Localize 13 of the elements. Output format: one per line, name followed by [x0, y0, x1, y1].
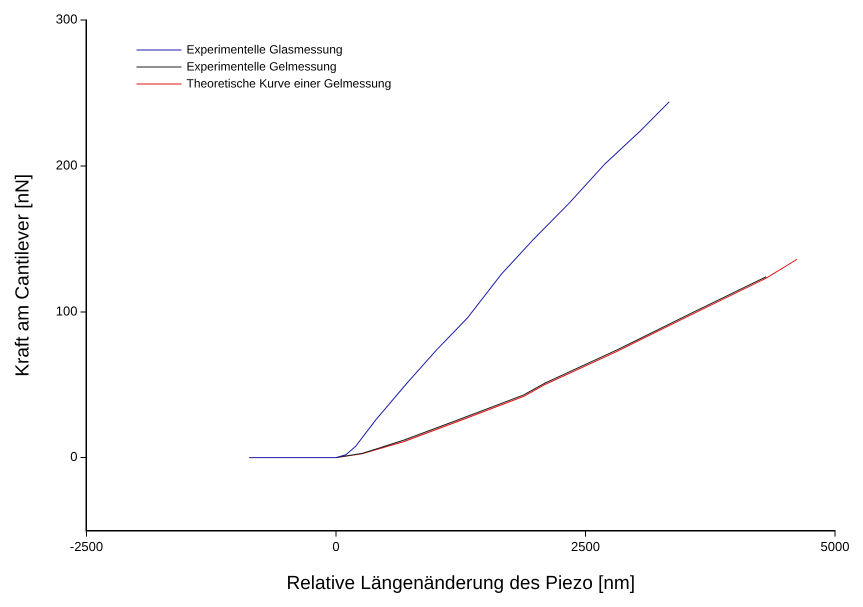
x-tick-label: 5000: [820, 538, 850, 554]
legend-label: Experimentelle Gelmessung: [186, 59, 337, 74]
y-tick-label: 100: [56, 303, 78, 318]
y-axis-title: Kraft am Cantilever [nN]: [12, 174, 34, 377]
x-axis-title: Relative Längenänderung des Piezo [nm]: [286, 572, 636, 594]
x-tick-label: 0: [332, 538, 340, 554]
x-tick-label: 2500: [571, 538, 600, 554]
legend-label: Experimentelle Glasmessung: [186, 42, 343, 56]
legend-label: Theoretische Kurve einer Gelmessung: [186, 76, 392, 90]
y-tick-label: 200: [56, 157, 78, 172]
y-tick-label: 0: [70, 449, 78, 464]
x-tick-label: -2500: [70, 538, 104, 554]
y-tick-label: 300: [56, 12, 78, 27]
